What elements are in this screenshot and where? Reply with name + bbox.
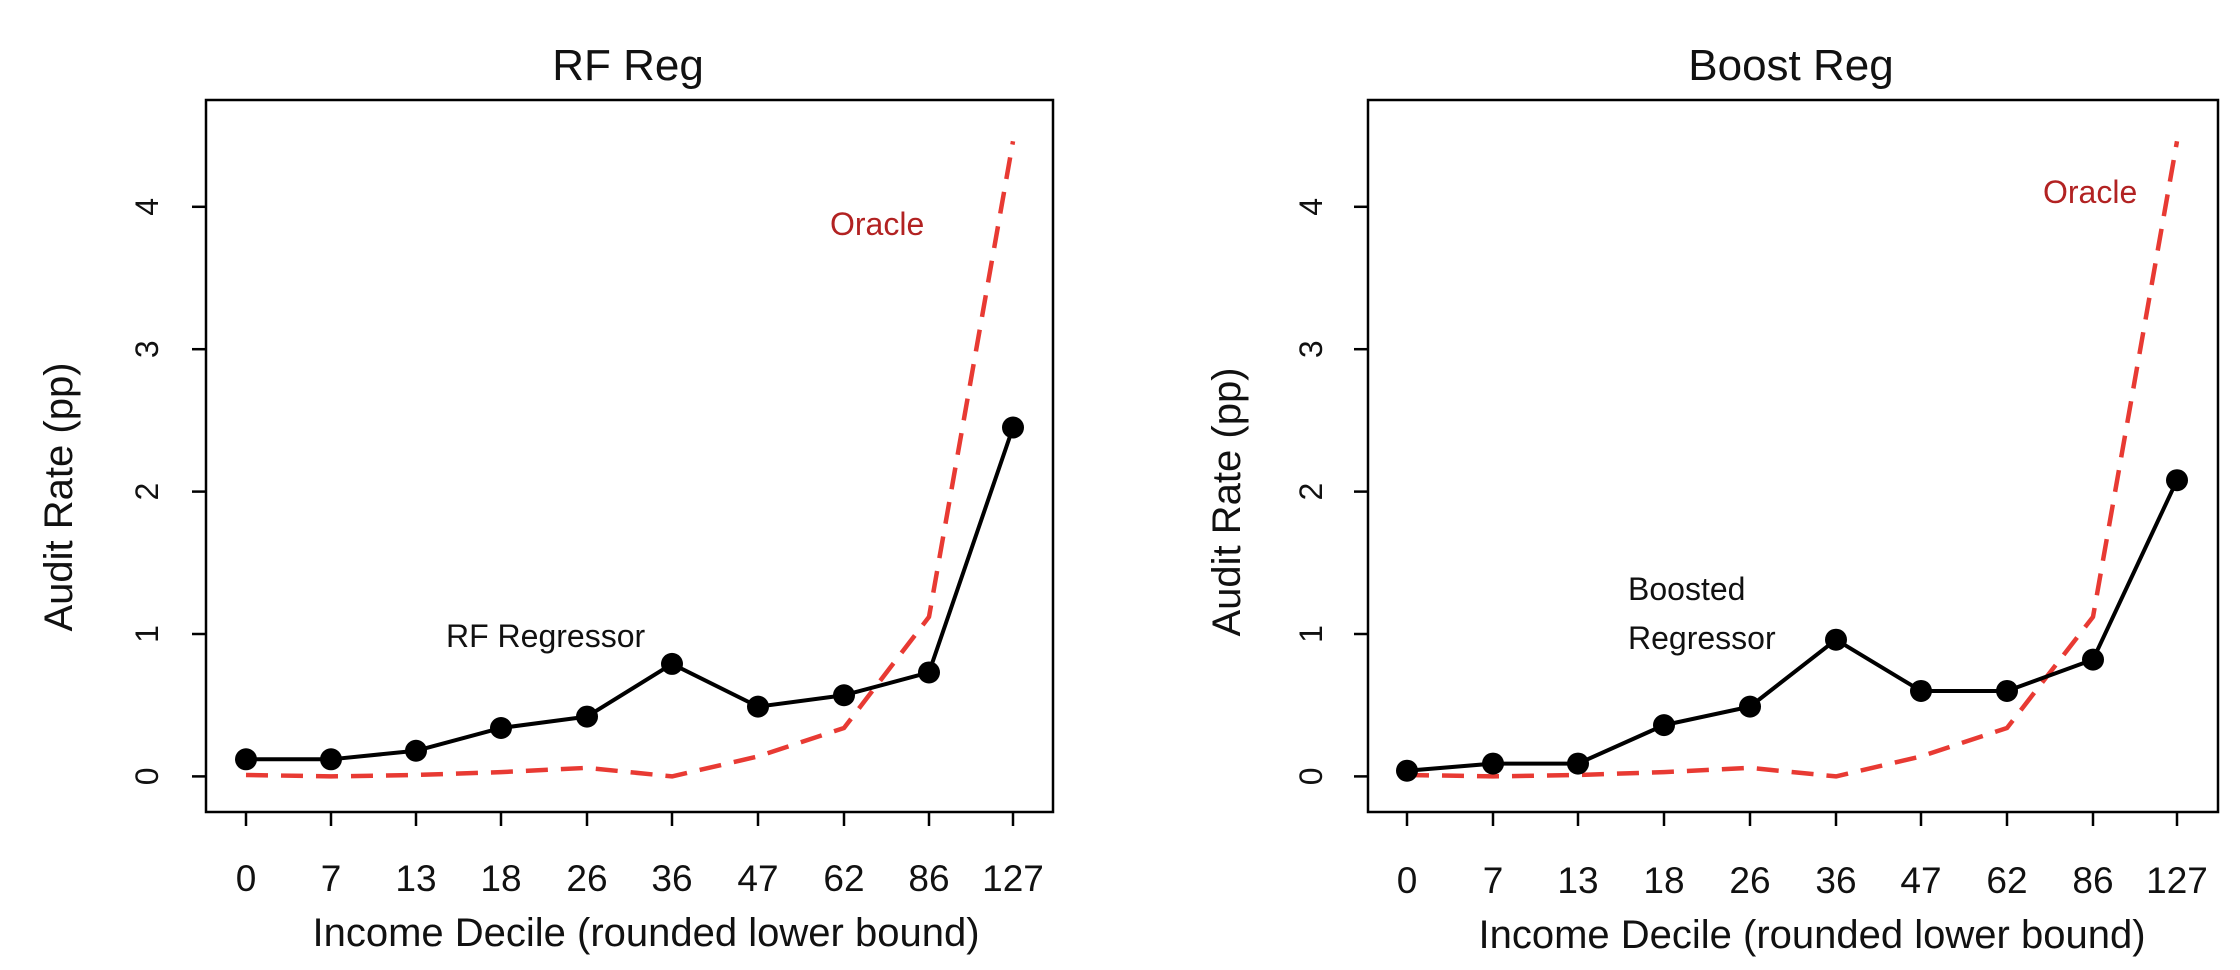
boosted-regressor-point bbox=[1739, 695, 1761, 718]
boosted-regressor-point bbox=[1910, 679, 1932, 702]
y-tick-label: 1 bbox=[1293, 625, 1329, 643]
y-tick-label: 4 bbox=[129, 198, 165, 216]
x-tick-label: 86 bbox=[908, 858, 949, 899]
y-tick-label: 0 bbox=[1293, 768, 1329, 786]
boosted-regressor-point bbox=[2082, 648, 2104, 671]
annotation-rf-regressor: RF Regressor bbox=[446, 618, 646, 654]
rf-regressor-point bbox=[405, 739, 427, 762]
x-tick-label: 26 bbox=[1729, 860, 1770, 901]
x-axis-label: Income Decile (rounded lower bound) bbox=[1478, 913, 2145, 957]
oracle-line bbox=[1406, 140, 2180, 779]
y-tick-label: 3 bbox=[1293, 340, 1329, 358]
x-tick-label: 26 bbox=[566, 858, 607, 899]
boosted-regressor-point bbox=[1996, 679, 2018, 702]
x-tick-label: 47 bbox=[1900, 860, 1941, 901]
annotation-regressor: Regressor bbox=[1628, 620, 1776, 656]
y-tick-label: 1 bbox=[129, 625, 165, 643]
boost-reg-chart: Boost Reg 0 1 2 3 4 0 7 13 18 26 36 47 62 86 127Income … bbox=[1205, 41, 2220, 957]
x-tick-label: 62 bbox=[823, 858, 864, 899]
y-tick-label: 4 bbox=[1293, 198, 1329, 216]
x-tick-label: 47 bbox=[737, 858, 778, 899]
rf-regressor-point bbox=[320, 748, 342, 771]
plot-frame bbox=[204, 98, 1055, 814]
x-tick-label: 0 bbox=[1397, 860, 1418, 901]
boosted-regressor-line bbox=[1406, 479, 2179, 773]
x-tick-label: 127 bbox=[2146, 860, 2208, 901]
chart-title: Boost Reg bbox=[1688, 41, 1893, 90]
x-tick-label: 62 bbox=[1986, 860, 2027, 901]
x-tick-label: 36 bbox=[651, 858, 692, 899]
x-tick-label: 7 bbox=[321, 858, 342, 899]
boosted-regressor-point bbox=[2166, 469, 2188, 492]
y-axis-label: Audit Rate (pp) bbox=[1205, 367, 1249, 636]
chart-title: RF Reg bbox=[552, 41, 704, 90]
rf-regressor-point bbox=[1002, 416, 1024, 439]
x-tick-label: 13 bbox=[395, 858, 436, 899]
rf-regressor-point bbox=[918, 661, 940, 684]
y-axis-label: Audit Rate (pp) bbox=[37, 362, 81, 631]
boosted-regressor-point bbox=[1482, 752, 1504, 775]
y-tick-label: 2 bbox=[129, 483, 165, 501]
rf-regressor-point bbox=[576, 705, 598, 728]
rf-regressor-point bbox=[235, 748, 257, 771]
x-tick-label: 7 bbox=[1483, 860, 1504, 901]
boosted-regressor-point bbox=[1825, 628, 1847, 651]
y-tick-label: 3 bbox=[129, 340, 165, 358]
oracle-line bbox=[245, 140, 1016, 779]
x-tick-label: 127 bbox=[982, 858, 1044, 899]
rf-regressor-point bbox=[747, 695, 769, 718]
rf-regressor-point bbox=[661, 652, 683, 675]
y-tick-label: 0 bbox=[129, 768, 165, 786]
annotation-oracle: Oracle bbox=[830, 206, 924, 242]
rf-regressor-line bbox=[246, 426, 1015, 762]
annotation-boosted: Boosted bbox=[1628, 571, 1745, 607]
boosted-regressor-point bbox=[1653, 714, 1675, 737]
x-tick-label: 36 bbox=[1815, 860, 1856, 901]
plot-frame bbox=[1366, 98, 2220, 814]
x-tick-label: 86 bbox=[2072, 860, 2113, 901]
x-tick-label: 18 bbox=[480, 858, 521, 899]
rf-regressor-point bbox=[833, 684, 855, 707]
x-tick-label: 18 bbox=[1643, 860, 1684, 901]
boosted-regressor-point bbox=[1567, 752, 1589, 775]
boosted-regressor-point bbox=[1396, 759, 1418, 782]
annotation-oracle: Oracle bbox=[2043, 174, 2137, 210]
rf-regressor-point bbox=[490, 716, 512, 739]
x-tick-label: 13 bbox=[1557, 860, 1598, 901]
y-tick-label: 2 bbox=[1293, 483, 1329, 501]
x-tick-label: 0 bbox=[236, 858, 257, 899]
x-axis-label: Income Decile (rounded lower bound) bbox=[312, 911, 979, 955]
